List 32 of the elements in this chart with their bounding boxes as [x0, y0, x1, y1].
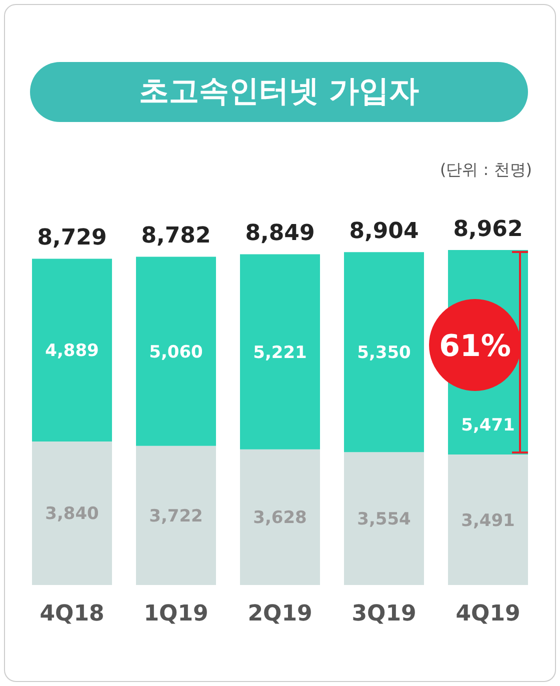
x-tick-label: 3Q19	[352, 602, 416, 627]
total-label: 8,782	[141, 224, 211, 249]
total-label: 8,729	[37, 226, 107, 251]
bar	[240, 254, 320, 450]
total-label: 8,904	[349, 219, 419, 244]
total-label: 8,962	[453, 217, 523, 242]
bar	[136, 256, 216, 446]
total-label: 8,849	[245, 221, 315, 246]
data-label: 5,471	[461, 416, 515, 436]
chart-title: 초고속인터넷 가입자	[30, 62, 528, 122]
bar	[448, 454, 528, 585]
x-tick-label: 1Q19	[144, 602, 208, 627]
x-tick-label: 4Q19	[456, 602, 520, 627]
x-tick-label: 4Q18	[40, 602, 104, 627]
bar	[344, 452, 424, 585]
data-label: 3,840	[45, 504, 100, 524]
bar	[240, 449, 320, 585]
x-tick-label: 2Q19	[248, 602, 312, 627]
bar	[344, 252, 424, 452]
data-label: 3,628	[253, 508, 307, 528]
data-label: 3,722	[149, 506, 203, 526]
data-label: 3,491	[461, 510, 515, 531]
data-label: 5,350	[357, 343, 412, 364]
data-label: 5,221	[253, 342, 307, 363]
bar	[136, 446, 216, 585]
bar	[32, 258, 112, 442]
data-label: 5,060	[149, 342, 204, 362]
bar	[32, 441, 112, 585]
data-label: 3,554	[357, 510, 412, 530]
data-label: 4,889	[45, 341, 99, 362]
annotation: 61%	[439, 329, 511, 364]
text: (단위 : 천명)	[440, 160, 532, 181]
